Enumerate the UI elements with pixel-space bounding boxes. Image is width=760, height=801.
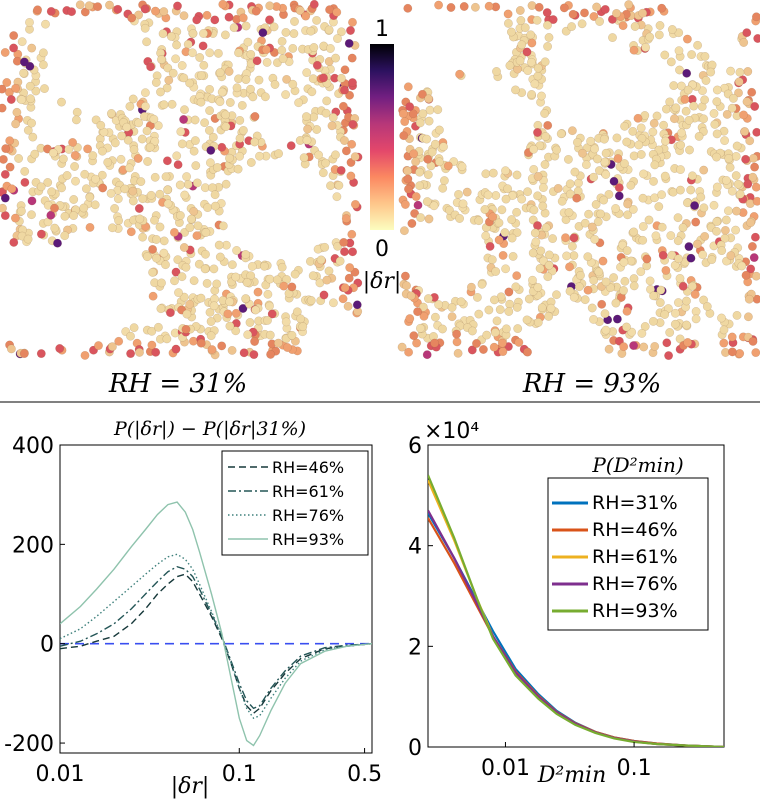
chart-right-title: P(D²min) [591, 453, 683, 477]
legend-entry: RH=61% [592, 546, 678, 568]
legend-entry: RH=46% [592, 519, 678, 541]
difference-chart: P(|δr|) − P(|δr|31%) 0.01 0.1 0.5 400 200 0 -2… [4, 418, 382, 799]
legend-entry: RH=93% [272, 530, 344, 549]
chart-right-legend: P(D²min) RH=31% RH=46% RH=61% RH=76% RH=93% [547, 453, 709, 631]
chart-left-legend: RH=46% RH=61% RH=76% RH=93% [221, 450, 369, 556]
series-line-rh-61- [60, 565, 372, 710]
panel-caption-left: RH = 31% [108, 369, 247, 399]
y-tick-label: 200 [12, 533, 54, 558]
y-tick-label: 4 [408, 535, 422, 560]
y-tick-label: -200 [4, 732, 54, 757]
colorbar-gradient [370, 44, 394, 230]
legend-entry: RH=61% [272, 482, 344, 501]
particle-map-rh31 [0, 0, 363, 360]
legend-entry: RH=31% [592, 492, 678, 514]
series-line-rh-46- [60, 573, 372, 715]
x-tick-label: 0.1 [617, 756, 652, 781]
series-line-rh-93- [428, 474, 724, 747]
y-tick-label: 0 [40, 633, 54, 658]
x-tick-label: 0.1 [222, 762, 257, 787]
legend-entry: RH=46% [272, 458, 344, 477]
chart-right-axes-box [427, 444, 725, 748]
y-tick-label: 6 [408, 434, 422, 459]
chart-left-xlabel: |δr| [171, 774, 210, 799]
colorbar-label: |δr| [363, 269, 402, 294]
legend-entry: RH=93% [592, 600, 678, 622]
y-tick-label: 0 [408, 736, 422, 761]
colorbar-max-label: 1 [375, 17, 389, 42]
legend-entry: RH=76% [272, 506, 344, 525]
x-tick-label: 0.01 [481, 756, 530, 781]
series-line-rh-76- [60, 553, 372, 720]
panel-caption-right: RH = 93% [522, 369, 661, 399]
dmin-chart: ×10⁴ 0.01 0.1 6 4 2 0 D²min P(D²min) RH=31% RH… [408, 419, 725, 788]
chart-left-axes-box [59, 444, 373, 754]
x-tick-label: 0.5 [347, 762, 382, 787]
y-tick-label: 400 [12, 434, 54, 459]
chart-right-multiplier: ×10⁴ [424, 419, 479, 444]
chart-left-title: P(|δr|) − P(|δr|31%) [113, 418, 306, 440]
particle-map-rh93 [397, 0, 760, 360]
x-tick-label: 0.01 [36, 762, 85, 787]
chart-right-xlabel: D²min [537, 763, 607, 788]
colorbar-min-label: 0 [375, 237, 389, 262]
y-tick-label: 2 [408, 635, 422, 660]
colorbar: 1 0 |δr| [363, 17, 402, 294]
series-line-rh-93- [60, 501, 372, 747]
legend-entry: RH=76% [592, 573, 678, 595]
